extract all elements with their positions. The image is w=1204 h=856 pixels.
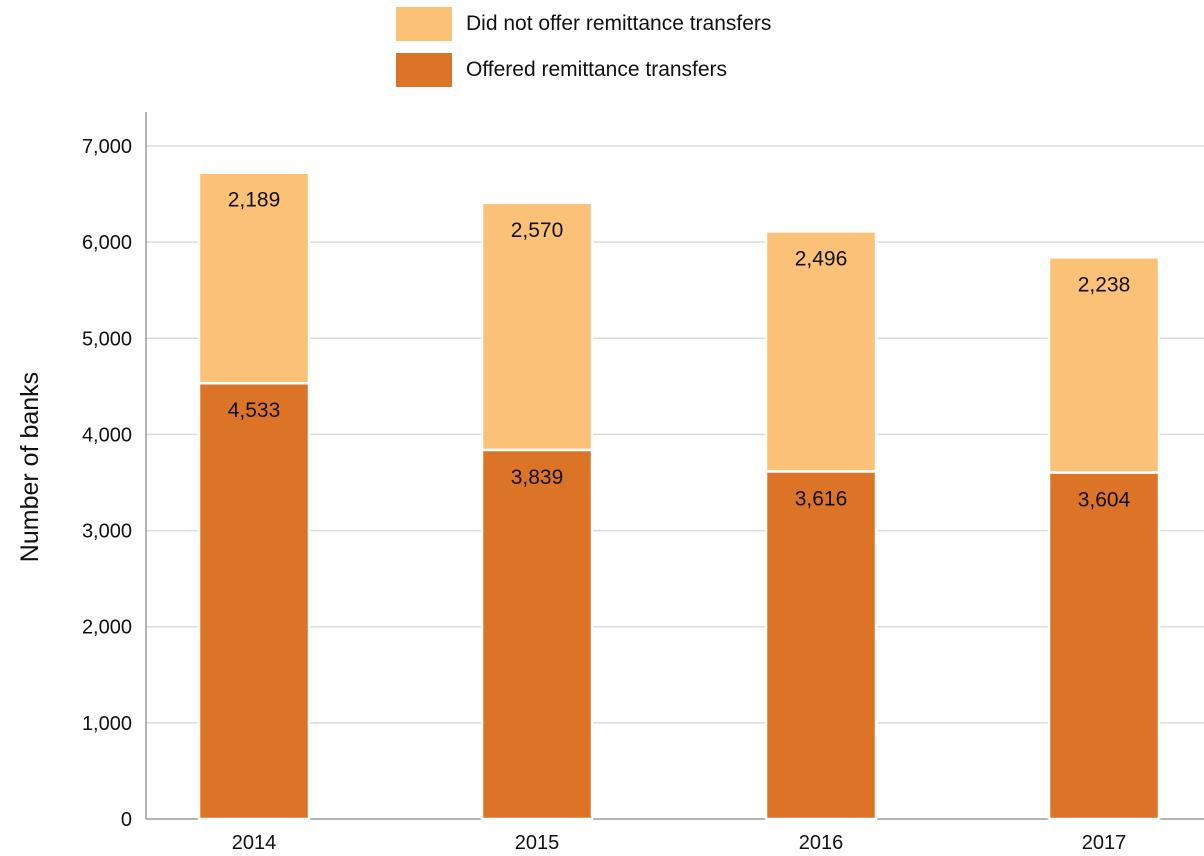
data-label-offered: 3,616 xyxy=(795,487,848,510)
y-tick-label: 2,000 xyxy=(82,617,132,639)
data-label-did-not-offer: 2,570 xyxy=(511,219,564,242)
data-labels: 4,533 2,189 3,839 2,570 3,616 2,496 3,604 2,238 xyxy=(228,189,1131,512)
legend-item-offered: Offered remittance transfers xyxy=(396,52,771,88)
axes: 0 1,000 2,000 3,000 4,000 5,000 6,000 7,000 2014… xyxy=(82,112,1204,854)
x-tick-label: 2015 xyxy=(515,832,560,854)
data-label-offered: 4,533 xyxy=(228,399,281,422)
bar-did-not-offer xyxy=(480,201,594,452)
legend-item-did-not-offer: Did not offer remittance transfers xyxy=(396,6,771,42)
data-label-did-not-offer: 2,238 xyxy=(1078,273,1131,296)
bar-offered xyxy=(197,381,311,821)
y-tick-label: 1,000 xyxy=(82,713,132,735)
bar-offered xyxy=(480,448,594,821)
x-tick-label: 2014 xyxy=(232,832,277,854)
bars xyxy=(197,171,1161,821)
gridlines xyxy=(146,145,1204,724)
bar-offered xyxy=(1047,471,1161,821)
data-label-did-not-offer: 2,189 xyxy=(228,189,281,212)
x-tick-label: 2017 xyxy=(1082,832,1127,854)
legend-label-offered: Offered remittance transfers xyxy=(466,58,728,81)
bar-did-not-offer xyxy=(197,171,311,385)
y-tick-label: 7,000 xyxy=(82,136,132,158)
bar-did-not-offer xyxy=(764,230,878,473)
y-tick-label: 4,000 xyxy=(82,424,132,446)
bar-offered xyxy=(764,470,878,821)
data-label-offered: 3,839 xyxy=(511,466,564,489)
y-tick-label: 0 xyxy=(121,809,132,831)
y-tick-label: 6,000 xyxy=(82,232,132,254)
data-label-offered: 3,604 xyxy=(1078,489,1131,512)
x-tick-label: 2016 xyxy=(799,832,844,854)
chart-legend: Did not offer remittance transfers Offer… xyxy=(396,6,771,98)
y-tick-label: 5,000 xyxy=(82,328,132,350)
y-tick-label: 3,000 xyxy=(82,521,132,543)
legend-swatch-did-not-offer xyxy=(396,7,452,41)
y-axis-title: Number of banks xyxy=(16,372,44,562)
legend-swatch-offered xyxy=(396,53,452,87)
data-label-did-not-offer: 2,496 xyxy=(795,247,848,270)
bar-did-not-offer xyxy=(1047,256,1161,474)
legend-label-did-not-offer: Did not offer remittance transfers xyxy=(466,12,772,35)
